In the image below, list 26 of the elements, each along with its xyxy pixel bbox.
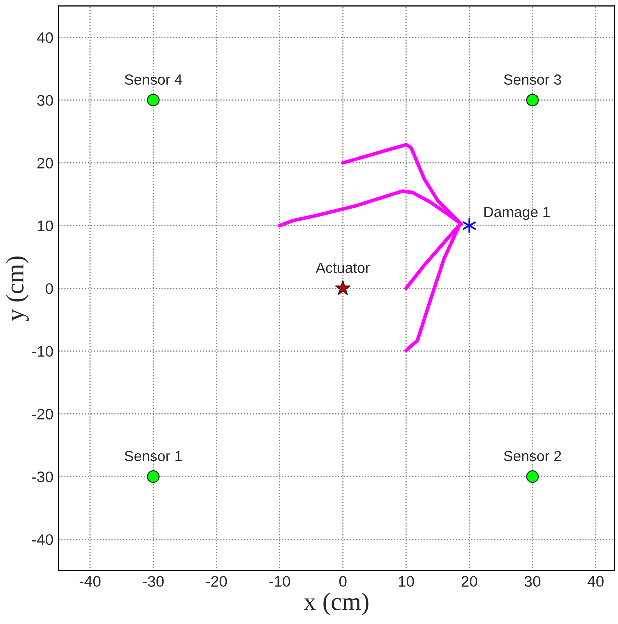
x-tick-label: 30 xyxy=(524,576,541,588)
x-axis-title: x (cm) xyxy=(304,592,369,616)
x-tick-label: -10 xyxy=(270,576,290,588)
annotation: Sensor 2 xyxy=(504,451,562,462)
x-tick-label: 20 xyxy=(462,576,478,588)
y-tick-label: -40 xyxy=(32,534,54,546)
annotation: Sensor 1 xyxy=(124,451,182,462)
x-tick-label: -40 xyxy=(80,576,101,588)
y-tick-label: 0 xyxy=(46,283,54,294)
annotation: Damage 1 xyxy=(484,207,550,220)
x-tick-label: -30 xyxy=(143,576,164,588)
x-tick-label: 10 xyxy=(399,576,414,588)
annotation: Sensor 4 xyxy=(124,74,182,85)
x-tick-label: 0 xyxy=(339,576,347,588)
annotation: Actuator xyxy=(316,263,370,274)
y-tick-label: -30 xyxy=(32,472,54,483)
y-axis-title: y (cm) xyxy=(6,256,29,322)
y-tick-label: 10 xyxy=(38,220,54,232)
annotation: Sensor 3 xyxy=(504,74,562,85)
y-tick-label: 20 xyxy=(38,158,54,169)
y-tick-label: 30 xyxy=(37,95,54,106)
y-tick-label: -10 xyxy=(32,346,54,358)
y-tick-label: 40 xyxy=(37,32,54,44)
x-tick-label: 40 xyxy=(588,576,604,588)
y-tick-label: -20 xyxy=(32,408,54,420)
x-tick-label: -20 xyxy=(206,576,228,588)
